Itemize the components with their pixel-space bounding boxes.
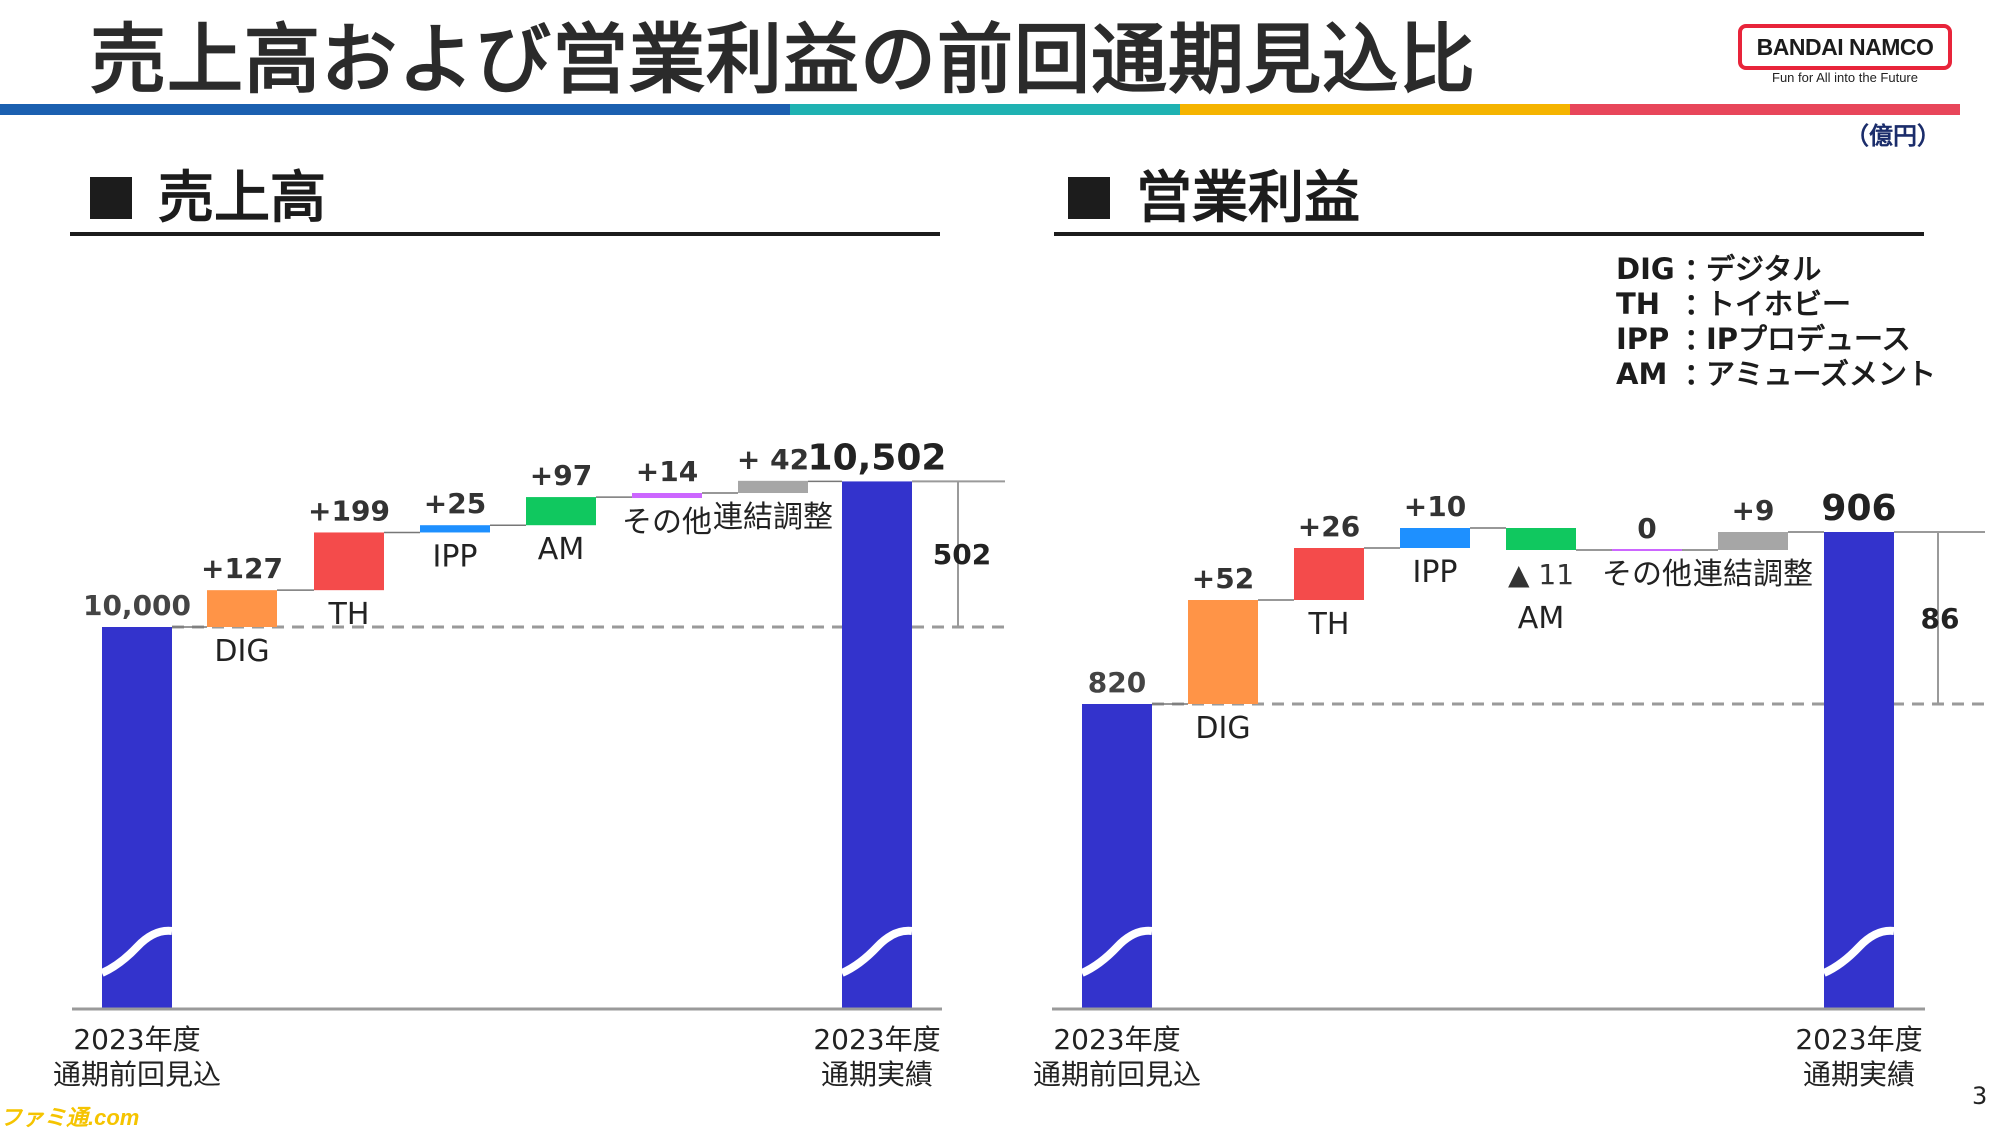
- value-label-end: 906: [1821, 488, 1896, 529]
- category-label-end: 通期実績: [821, 1058, 933, 1091]
- bar-end: [842, 481, 912, 1009]
- category-label-AM: AM: [1518, 601, 1564, 636]
- category-label-start: 通期前回見込: [1033, 1058, 1201, 1091]
- legend-row-am: AM ：アミューズメント: [1616, 357, 1936, 391]
- value-label-AM: +97: [530, 459, 592, 492]
- section-title-profit-text: 営業利益: [1136, 166, 1360, 231]
- axis-break-mark: [1822, 926, 1895, 977]
- value-label-TH: +199: [308, 494, 390, 527]
- header-stripe-red: [1570, 104, 1960, 115]
- category-label-start: 2023年度: [73, 1023, 200, 1056]
- category-label-AM: AM: [538, 532, 584, 567]
- header-stripe-yellow: [1180, 104, 1570, 115]
- category-label-end: 2023年度: [813, 1023, 940, 1056]
- category-label-その他: その他: [622, 505, 712, 540]
- value-label-start: 10,000: [83, 589, 191, 622]
- bar-IPP: [1400, 528, 1470, 548]
- unit-label: （億円）: [1845, 122, 1941, 150]
- header-stripe-blue: [0, 104, 790, 115]
- axis-break-mark: [100, 926, 173, 977]
- section-rule-sales: [70, 232, 940, 236]
- bar-その他: [632, 493, 702, 499]
- value-label-IPP: +25: [424, 487, 486, 520]
- bar-AM: [1506, 528, 1576, 550]
- axis-break-mark: [840, 926, 913, 977]
- bar-end: [1824, 532, 1894, 1009]
- category-label-DIG: DIG: [1195, 711, 1250, 746]
- value-label-連結調整: + 42: [737, 443, 809, 476]
- segment-legend: DIG ：デジタル TH ：トイホビー IPP ：IPプロデュース AM ：アミューズメ…: [1616, 252, 1936, 392]
- value-label-start: 820: [1088, 666, 1146, 699]
- value-label-DIG: +127: [201, 552, 283, 585]
- square-bullet-icon: [90, 177, 132, 219]
- category-label-その他: その他: [1602, 557, 1692, 592]
- category-label-start: 通期前回見込: [53, 1058, 221, 1091]
- bar-連結調整: [738, 480, 808, 494]
- square-bullet-icon: [1068, 177, 1110, 219]
- category-label-TH: TH: [328, 597, 370, 632]
- bar-AM: [526, 497, 596, 526]
- section-title-sales: 売上高: [90, 164, 326, 234]
- watermark: ファミ通.com: [0, 1105, 140, 1130]
- bar-DIG: [1188, 600, 1258, 704]
- bar-TH: [314, 532, 384, 591]
- category-label-start: 2023年度: [1053, 1023, 1180, 1056]
- page-number: 3: [1972, 1082, 1988, 1110]
- category-label-end: 2023年度: [1795, 1023, 1922, 1056]
- difference-label: 502: [933, 538, 991, 571]
- category-label-DIG: DIG: [214, 634, 269, 669]
- bar-TH: [1294, 548, 1364, 600]
- logo-tagline: Fun for All into the Future: [1772, 70, 1918, 85]
- legend-row-dig: DIG ：デジタル: [1616, 252, 1822, 286]
- category-label-IPP: IPP: [432, 539, 477, 574]
- bar-IPP: [420, 525, 490, 533]
- bar-start: [1082, 704, 1152, 1009]
- value-label-TH: +26: [1298, 510, 1360, 543]
- value-label-その他: 0: [1637, 512, 1656, 545]
- value-label-IPP: +10: [1404, 490, 1466, 523]
- legend-row-ipp: IPP ：IPプロデュース: [1616, 322, 1911, 356]
- axis-break-mark: [1080, 926, 1153, 977]
- difference-label: 86: [1921, 602, 1960, 635]
- header-stripe-teal: [790, 104, 1180, 115]
- legend-row-th: TH ：トイホビー: [1616, 287, 1852, 321]
- category-label-end: 通期実績: [1803, 1058, 1915, 1091]
- value-label-DIG: +52: [1192, 562, 1254, 595]
- value-label-end: 10,502: [808, 437, 947, 478]
- value-label-その他: +14: [636, 455, 698, 488]
- bar-DIG: [207, 590, 277, 627]
- category-label-IPP: IPP: [1412, 555, 1457, 590]
- section-rule-profit: [1054, 232, 1924, 236]
- section-title-sales-text: 売上高: [158, 166, 326, 231]
- category-label-連結調整: 連結調整: [713, 500, 833, 535]
- page-title: 売上高および営業利益の前回通期見込比: [90, 15, 1476, 104]
- bandai-namco-logo: BANDAI NAMCO: [1738, 24, 1952, 70]
- value-label-AM: ▲ 11: [1508, 558, 1574, 591]
- category-label-連結調整: 連結調整: [1693, 557, 1813, 592]
- value-label-連結調整: +9: [1732, 494, 1775, 527]
- bar-連結調整: [1718, 532, 1788, 550]
- category-label-TH: TH: [1308, 607, 1350, 642]
- section-title-profit: 営業利益: [1068, 164, 1360, 234]
